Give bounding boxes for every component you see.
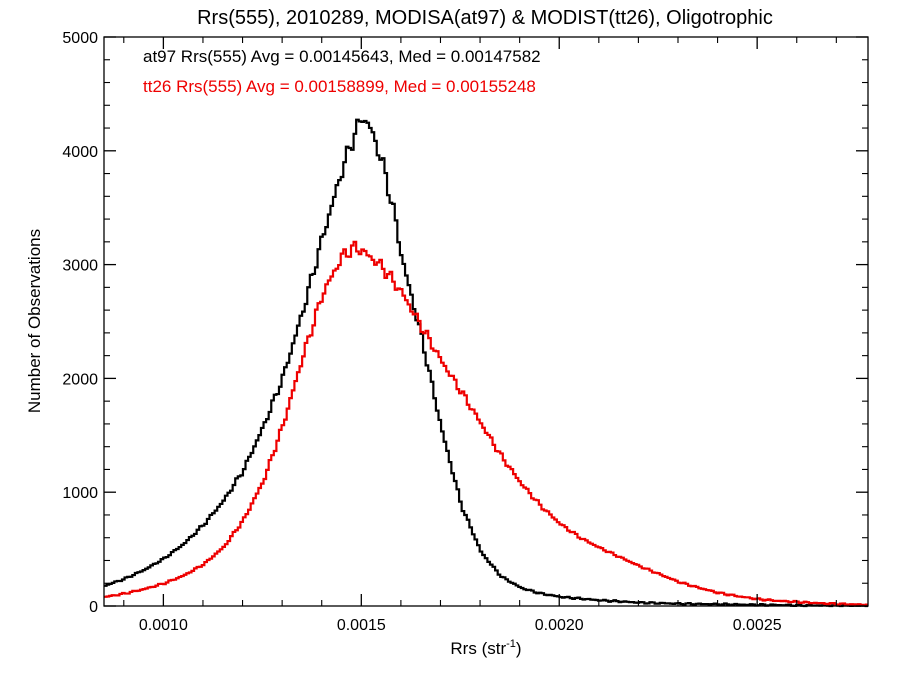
- plot-frame: [103, 36, 869, 607]
- series-layer: [104, 118, 868, 608]
- y-axis: 0 1000 2000 3000 4000 5000: [62, 30, 868, 616]
- y-tick-label: 4000: [62, 144, 98, 161]
- annotation-at97: at97 Rrs(555) Avg = 0.00145643, Med = 0.…: [143, 47, 541, 66]
- y-tick-label: 2000: [62, 371, 98, 388]
- x-tick-label: 0.0010: [139, 617, 188, 634]
- y-tick-label: 3000: [62, 258, 98, 275]
- annotation-tt26: tt26 Rrs(555) Avg = 0.00158899, Med = 0.…: [143, 77, 536, 96]
- y-tick-label: 1000: [62, 485, 98, 502]
- x-tick-label: 0.0025: [733, 617, 782, 634]
- chart-title: Rrs(555), 2010289, MODISA(at97) & MODIST…: [197, 7, 773, 29]
- y-axis-label: Number of Observations: [25, 229, 44, 413]
- series-line-0: [104, 118, 868, 608]
- x-tick-label: 0.0020: [535, 617, 584, 634]
- y-tick-label: 0: [89, 599, 98, 616]
- series-line-1: [104, 240, 868, 607]
- x-tick-label: 0.0015: [337, 617, 386, 634]
- x-axis: 0.0010 0.0015 0.0020 0.0025: [123, 37, 837, 634]
- y-tick-label: 5000: [62, 30, 98, 47]
- x-axis-label-superscript: -1: [506, 638, 516, 650]
- x-axis-label: Rrs (str-1): [450, 638, 521, 658]
